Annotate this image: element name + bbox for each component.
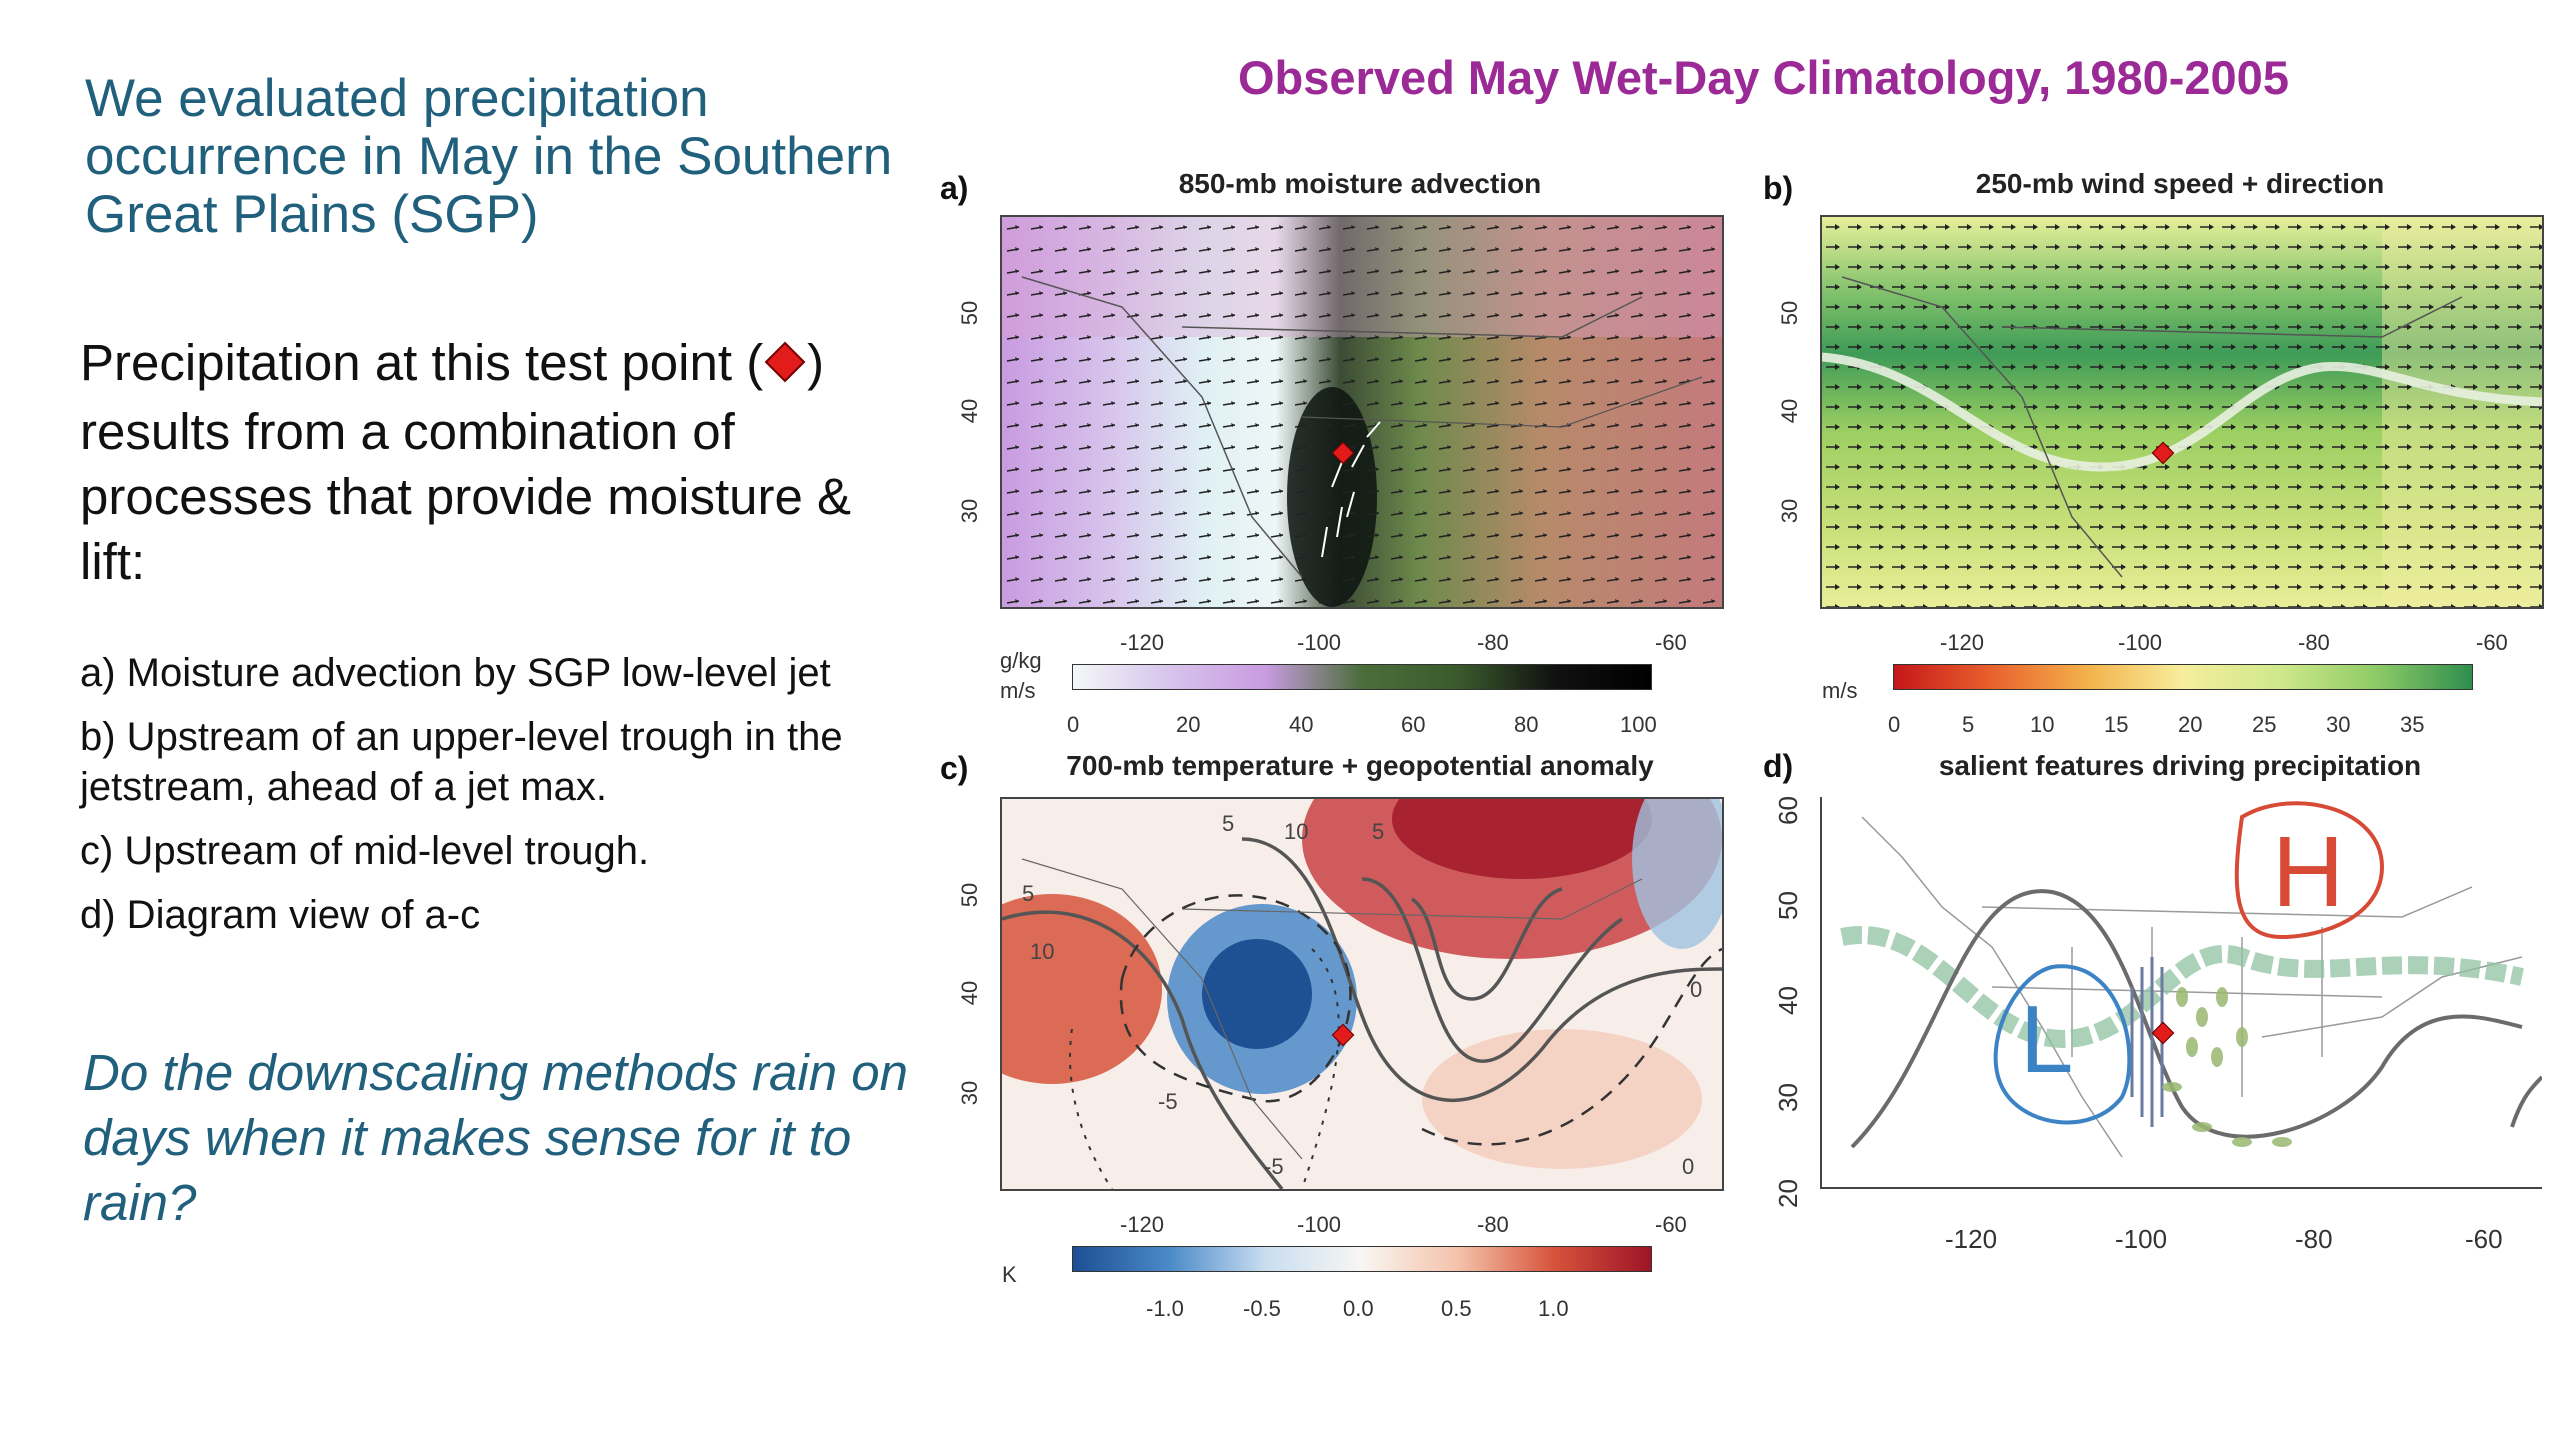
panel-d-title: salient features driving precipitation [1938,750,2422,781]
colorbar [1072,664,1652,690]
panel-a-title: 850-mb moisture advection [1178,168,1542,199]
colorbar-tick: 60 [1401,712,1426,737]
panel-c-title: 700-mb temperature + geopotential anomal… [1066,750,1654,781]
lon-tick: -60 [1655,630,1687,655]
panel-b-title: 250-mb wind speed + direction [1975,168,2385,199]
contour-label: -5 [1264,1154,1284,1179]
lon-tick: -80 [2295,1224,2333,1254]
colorbar-tick: 100 [1620,712,1657,737]
list-item: a) Moisture advection by SGP low-level j… [80,651,831,695]
colorbar-tick: 40 [1289,712,1314,737]
statement-text-start: Precipitation at this test point ( [80,334,764,391]
low-pressure-label: L [2020,986,2074,1093]
contour-label: -5 [1158,1089,1178,1114]
lat-tick: 30 [1777,498,1803,524]
slide-heading: We evaluated precipitation occurrence in… [85,69,893,244]
lon-tick: -80 [2298,630,2330,655]
colorbar [1072,1246,1652,1272]
colorbar-tick: 1.0 [1538,1296,1569,1321]
lon-tick: -100 [1297,1212,1342,1237]
contour-label: 5 [1022,881,1035,906]
list-item: c) Upstream of mid-level trough. [80,829,650,873]
wind-speed-map [1820,215,2544,609]
slide-title: Observed May Wet-Day Climatology, 1980-2… [1238,51,2289,104]
lat-tick: 60 [1772,796,1803,825]
colorbar-tick: 30 [2326,712,2351,737]
lon-tick: -100 [2118,630,2163,655]
colorbar-tick: -1.0 [1146,1296,1184,1321]
test-point-statement: Precipitation at this test point () resu… [80,330,920,594]
moisture-advection-map [1000,215,1724,609]
research-question: Do the downscaling methods rain on days … [83,1044,908,1231]
colorbar-tick: 15 [2104,712,2129,737]
lon-tick: -60 [2465,1224,2503,1254]
lat-tick: 20 [1772,1179,1803,1208]
lon-tick: -80 [1477,1212,1509,1237]
colorbar-tick: 0.0 [1343,1296,1374,1321]
temperature-anomaly-map: 5 10 5 10 5 0 0 -5 -5 [1000,797,1724,1191]
colorbar-units: m/s [1822,678,1858,703]
colorbar-tick: 20 [1176,712,1201,737]
salient-features-diagram: L H [1820,797,2542,1189]
lat-tick: 30 [957,1080,983,1106]
lon-tick: -120 [1940,630,1985,655]
colorbar [1893,664,2473,690]
statement-text-end: ) results from a combination of processe… [80,334,852,591]
red-diamond-icon [763,334,807,399]
panel-c-letter: c) [940,750,969,786]
lon-tick: -60 [1655,1212,1687,1237]
lon-tick: -60 [2476,630,2508,655]
colorbar-tick: 80 [1514,712,1539,737]
colorbar-units: m/s [1000,678,1036,703]
lon-tick: -120 [1120,1212,1165,1237]
colorbar-units: K [1002,1262,1017,1287]
lat-tick: 50 [957,882,983,908]
panel-d-letter: d) [1763,748,1794,784]
lat-tick: 30 [957,498,983,524]
colorbar-tick: 20 [2178,712,2203,737]
contour-label: 0 [1682,1154,1695,1179]
lat-tick: 40 [1777,398,1803,424]
colorbar-units: g/kg [1000,648,1042,673]
contour-label: 0 [1690,977,1703,1002]
lon-tick: -100 [1297,630,1342,655]
list-item: b) Upstream of an upper-level trough in … [80,715,843,809]
colorbar-tick: 10 [2030,712,2055,737]
lat-tick: 50 [1777,300,1803,326]
colorbar-tick: -0.5 [1243,1296,1281,1321]
list-item: d) Diagram view of a-c [80,893,481,937]
lon-tick: -120 [1945,1224,1998,1254]
panel-a-letter: a) [940,170,969,206]
lat-tick: 40 [1772,986,1803,1015]
colorbar-tick: 25 [2252,712,2277,737]
contour-label: 10 [1030,939,1055,964]
lat-tick: 30 [1772,1083,1803,1112]
contour-label: 5 [1222,811,1235,836]
colorbar-tick: 0 [1888,712,1901,737]
lat-tick: 40 [957,398,983,424]
lat-tick: 50 [1772,891,1803,920]
lon-tick: -100 [2115,1224,2168,1254]
colorbar-tick: 35 [2400,712,2425,737]
lat-tick: 40 [957,980,983,1006]
lon-tick: -80 [1477,630,1509,655]
lat-tick: 50 [957,300,983,326]
colorbar-tick: 0.5 [1441,1296,1472,1321]
colorbar-tick: 0 [1067,712,1080,737]
contour-label: 10 [1284,819,1309,844]
lon-tick: -120 [1120,630,1165,655]
process-list: a) Moisture advection by SGP low-level j… [80,648,920,954]
colorbar-tick: 5 [1962,712,1975,737]
contour-label: 5 [1372,819,1385,844]
panel-b-letter: b) [1763,170,1794,206]
high-pressure-label: H [2272,816,2345,928]
